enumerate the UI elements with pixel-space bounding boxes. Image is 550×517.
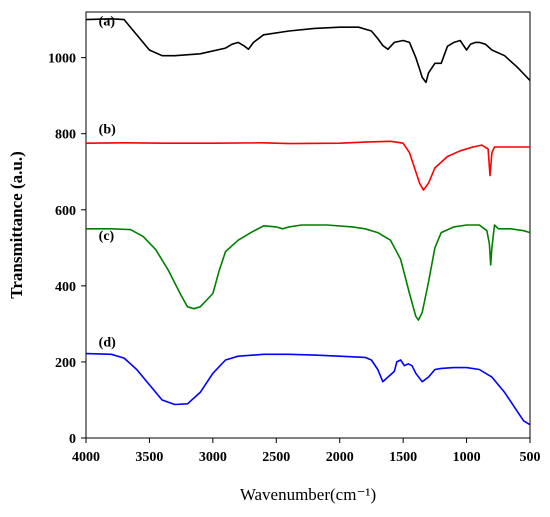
panel-label-c: (c) xyxy=(99,229,115,244)
panel-label-d: (d) xyxy=(99,336,116,351)
spectrum-line-d xyxy=(85,352,531,426)
y-axis: 0 200 400 600 800 1000 xyxy=(48,52,86,447)
x-tick-label: 1500 xyxy=(389,450,417,465)
series-layer xyxy=(85,18,531,426)
y-tick-label: 400 xyxy=(55,280,76,295)
x-tick-label: 2500 xyxy=(262,450,290,465)
y-tick-label: 800 xyxy=(55,128,76,143)
y-tick-label: 0 xyxy=(69,432,76,447)
x-axis: 4000 3500 3000 2500 2000 1500 1000 500 xyxy=(72,438,541,465)
spectrum-line-a xyxy=(85,18,531,84)
y-tick-label: 1000 xyxy=(48,52,76,67)
x-tick-label: 4000 xyxy=(72,450,100,465)
x-tick-label: 500 xyxy=(520,450,541,465)
y-tick-label: 600 xyxy=(55,204,76,219)
x-tick-label: 1000 xyxy=(453,450,481,465)
spectrum-line-c xyxy=(86,224,531,321)
x-axis-title: Wavenumber(cm⁻¹) xyxy=(240,485,376,504)
y-tick-label: 200 xyxy=(55,356,76,371)
x-tick-label: 3000 xyxy=(199,450,227,465)
plot-area xyxy=(85,11,531,439)
spectrum-line-b xyxy=(85,140,530,191)
panel-label-a: (a) xyxy=(99,14,116,29)
panel-label-b: (b) xyxy=(99,123,116,138)
y-axis-title: Transmittance (a.u.) xyxy=(7,151,26,298)
x-tick-label: 2000 xyxy=(326,450,354,465)
panel-labels: (a) (b) (c) (d) xyxy=(99,14,116,350)
x-tick-label: 3500 xyxy=(135,450,163,465)
plot-frame xyxy=(85,11,531,439)
